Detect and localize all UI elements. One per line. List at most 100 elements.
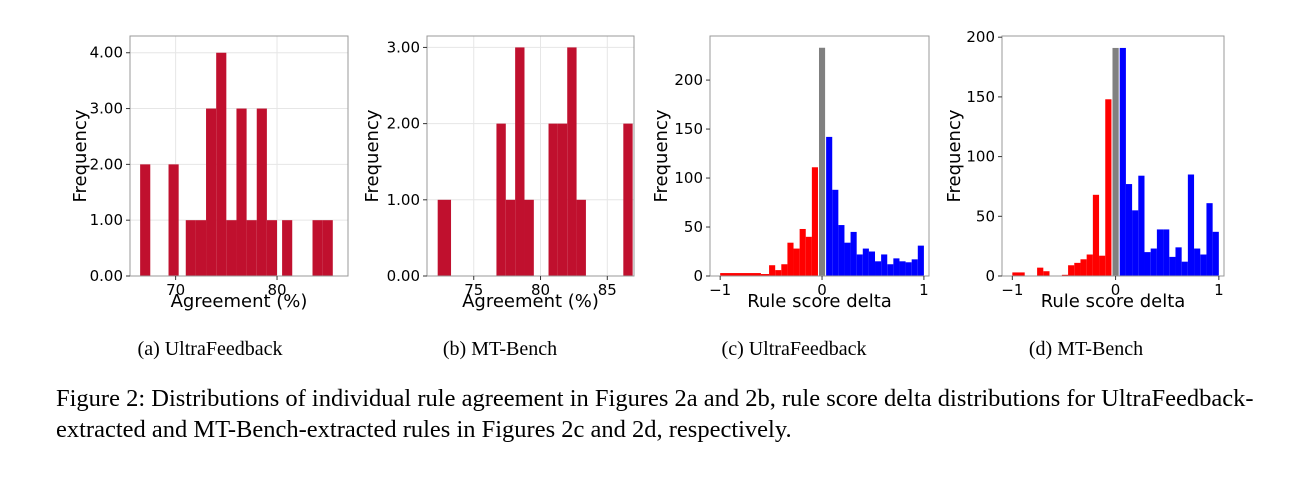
histogram-bar [524, 199, 534, 276]
y-tick-label: 200 [674, 71, 703, 89]
histogram-bar [1138, 175, 1145, 276]
x-tick-label: 85 [598, 281, 617, 299]
histogram-bar [437, 199, 452, 276]
histogram-bar [496, 123, 506, 276]
plot-frame [129, 35, 349, 277]
histogram-bar [826, 136, 833, 276]
histogram-bar [236, 108, 247, 276]
panel-caption-b: (b) MT-Bench [442, 338, 558, 360]
histogram-bar [140, 164, 151, 276]
x-axis-label: Agreement (%) [171, 291, 308, 312]
histogram-bar [548, 123, 558, 276]
x-tick-label: −1 [709, 281, 731, 299]
histogram-bar [775, 270, 782, 276]
histogram-bar [206, 108, 217, 276]
histogram-bar [799, 228, 806, 276]
y-tick-label: 150 [966, 88, 995, 106]
x-tick-label: −1 [1001, 281, 1023, 299]
histogram-bar [505, 199, 516, 276]
histogram-bar [1150, 248, 1157, 276]
histogram-bar [1181, 261, 1188, 276]
histogram-bar [760, 274, 770, 276]
histogram-bar [805, 236, 812, 276]
histogram-bar [1012, 272, 1025, 276]
histogram-bar [832, 189, 839, 276]
x-axis-label: Rule score delta [747, 291, 892, 312]
y-tick-label: 0 [985, 267, 995, 285]
x-tick-label: 0 [817, 281, 827, 299]
histogram-bar [1194, 248, 1201, 276]
y-axis-label: Frequency [651, 109, 672, 202]
histogram-bar [312, 220, 323, 276]
histogram-bar [576, 199, 586, 276]
histogram-bar [856, 254, 863, 276]
plot-frame [709, 35, 930, 277]
y-axis-label: Frequency [70, 109, 91, 202]
histogram-bar [1092, 194, 1100, 276]
histogram-bar [623, 123, 633, 276]
panel-caption-d: (d) MT-Bench [1028, 338, 1144, 360]
histogram-bar [787, 242, 794, 276]
histogram-bar [862, 248, 869, 276]
y-axis-label: Frequency [944, 109, 965, 202]
y-tick-label: 3.00 [90, 100, 123, 118]
y-axis-label: Frequency [362, 109, 383, 202]
y-tick-label: 0 [693, 267, 703, 285]
plot-frame [1001, 35, 1225, 277]
x-tick-label: 1 [919, 281, 929, 299]
histogram-bar [818, 47, 826, 277]
y-tick-label: 200 [966, 28, 995, 46]
histogram-bar [793, 248, 800, 276]
panel-caption-a: (a) UltraFeedback [137, 338, 283, 360]
histogram-bar [1200, 254, 1207, 276]
x-axis-label: Agreement (%) [462, 291, 599, 312]
histogram-bar [1105, 99, 1112, 276]
y-tick-label: 100 [966, 148, 995, 166]
histogram-bar [881, 254, 888, 276]
y-tick-label: 1.00 [90, 211, 123, 229]
x-axis-label: Rule score delta [1041, 291, 1186, 312]
histogram-bar [1068, 265, 1075, 276]
histogram-bar [1086, 254, 1093, 276]
histogram-bar [1206, 203, 1213, 276]
histogram-bar [720, 273, 761, 276]
histogram-bar [226, 220, 237, 276]
histogram-bar [1212, 231, 1219, 276]
histogram-bar [266, 220, 278, 276]
histogram-bar [1163, 229, 1170, 276]
x-tick-label: 80 [531, 281, 550, 299]
histogram-bar [875, 261, 882, 276]
figure-caption: Figure 2: Distributions of individual ru… [56, 385, 1254, 443]
y-tick-label: 0.00 [387, 267, 420, 285]
y-tick-label: 3.00 [387, 38, 420, 56]
histogram-bar [917, 245, 924, 276]
histogram-bar [1112, 47, 1119, 276]
plot-frame [426, 35, 635, 277]
histogram-bar [838, 225, 845, 276]
histogram-bar [1074, 262, 1081, 276]
histogram-bar [1175, 247, 1182, 276]
histogram-bar [246, 220, 257, 276]
histogram-bar [322, 220, 333, 276]
histogram-bar [1061, 274, 1069, 276]
y-tick-label: 0.00 [90, 267, 123, 285]
y-tick-label: 100 [674, 169, 703, 187]
histogram-bar [905, 262, 912, 276]
histogram-bar [185, 220, 196, 276]
histogram-bar [899, 261, 906, 276]
histogram-bar [557, 123, 568, 276]
y-tick-label: 4.00 [90, 44, 123, 62]
y-tick-label: 150 [674, 120, 703, 138]
y-tick-label: 2.00 [387, 115, 420, 133]
histogram-bar [1125, 184, 1133, 276]
panel-caption-c: (c) UltraFeedback [721, 338, 867, 360]
histogram-bar [195, 220, 207, 276]
histogram-bar [1080, 259, 1087, 276]
histogram-bar [1144, 252, 1151, 276]
histogram-bar [781, 264, 788, 276]
histogram-bar [1132, 210, 1139, 276]
histogram-bar [256, 108, 267, 276]
